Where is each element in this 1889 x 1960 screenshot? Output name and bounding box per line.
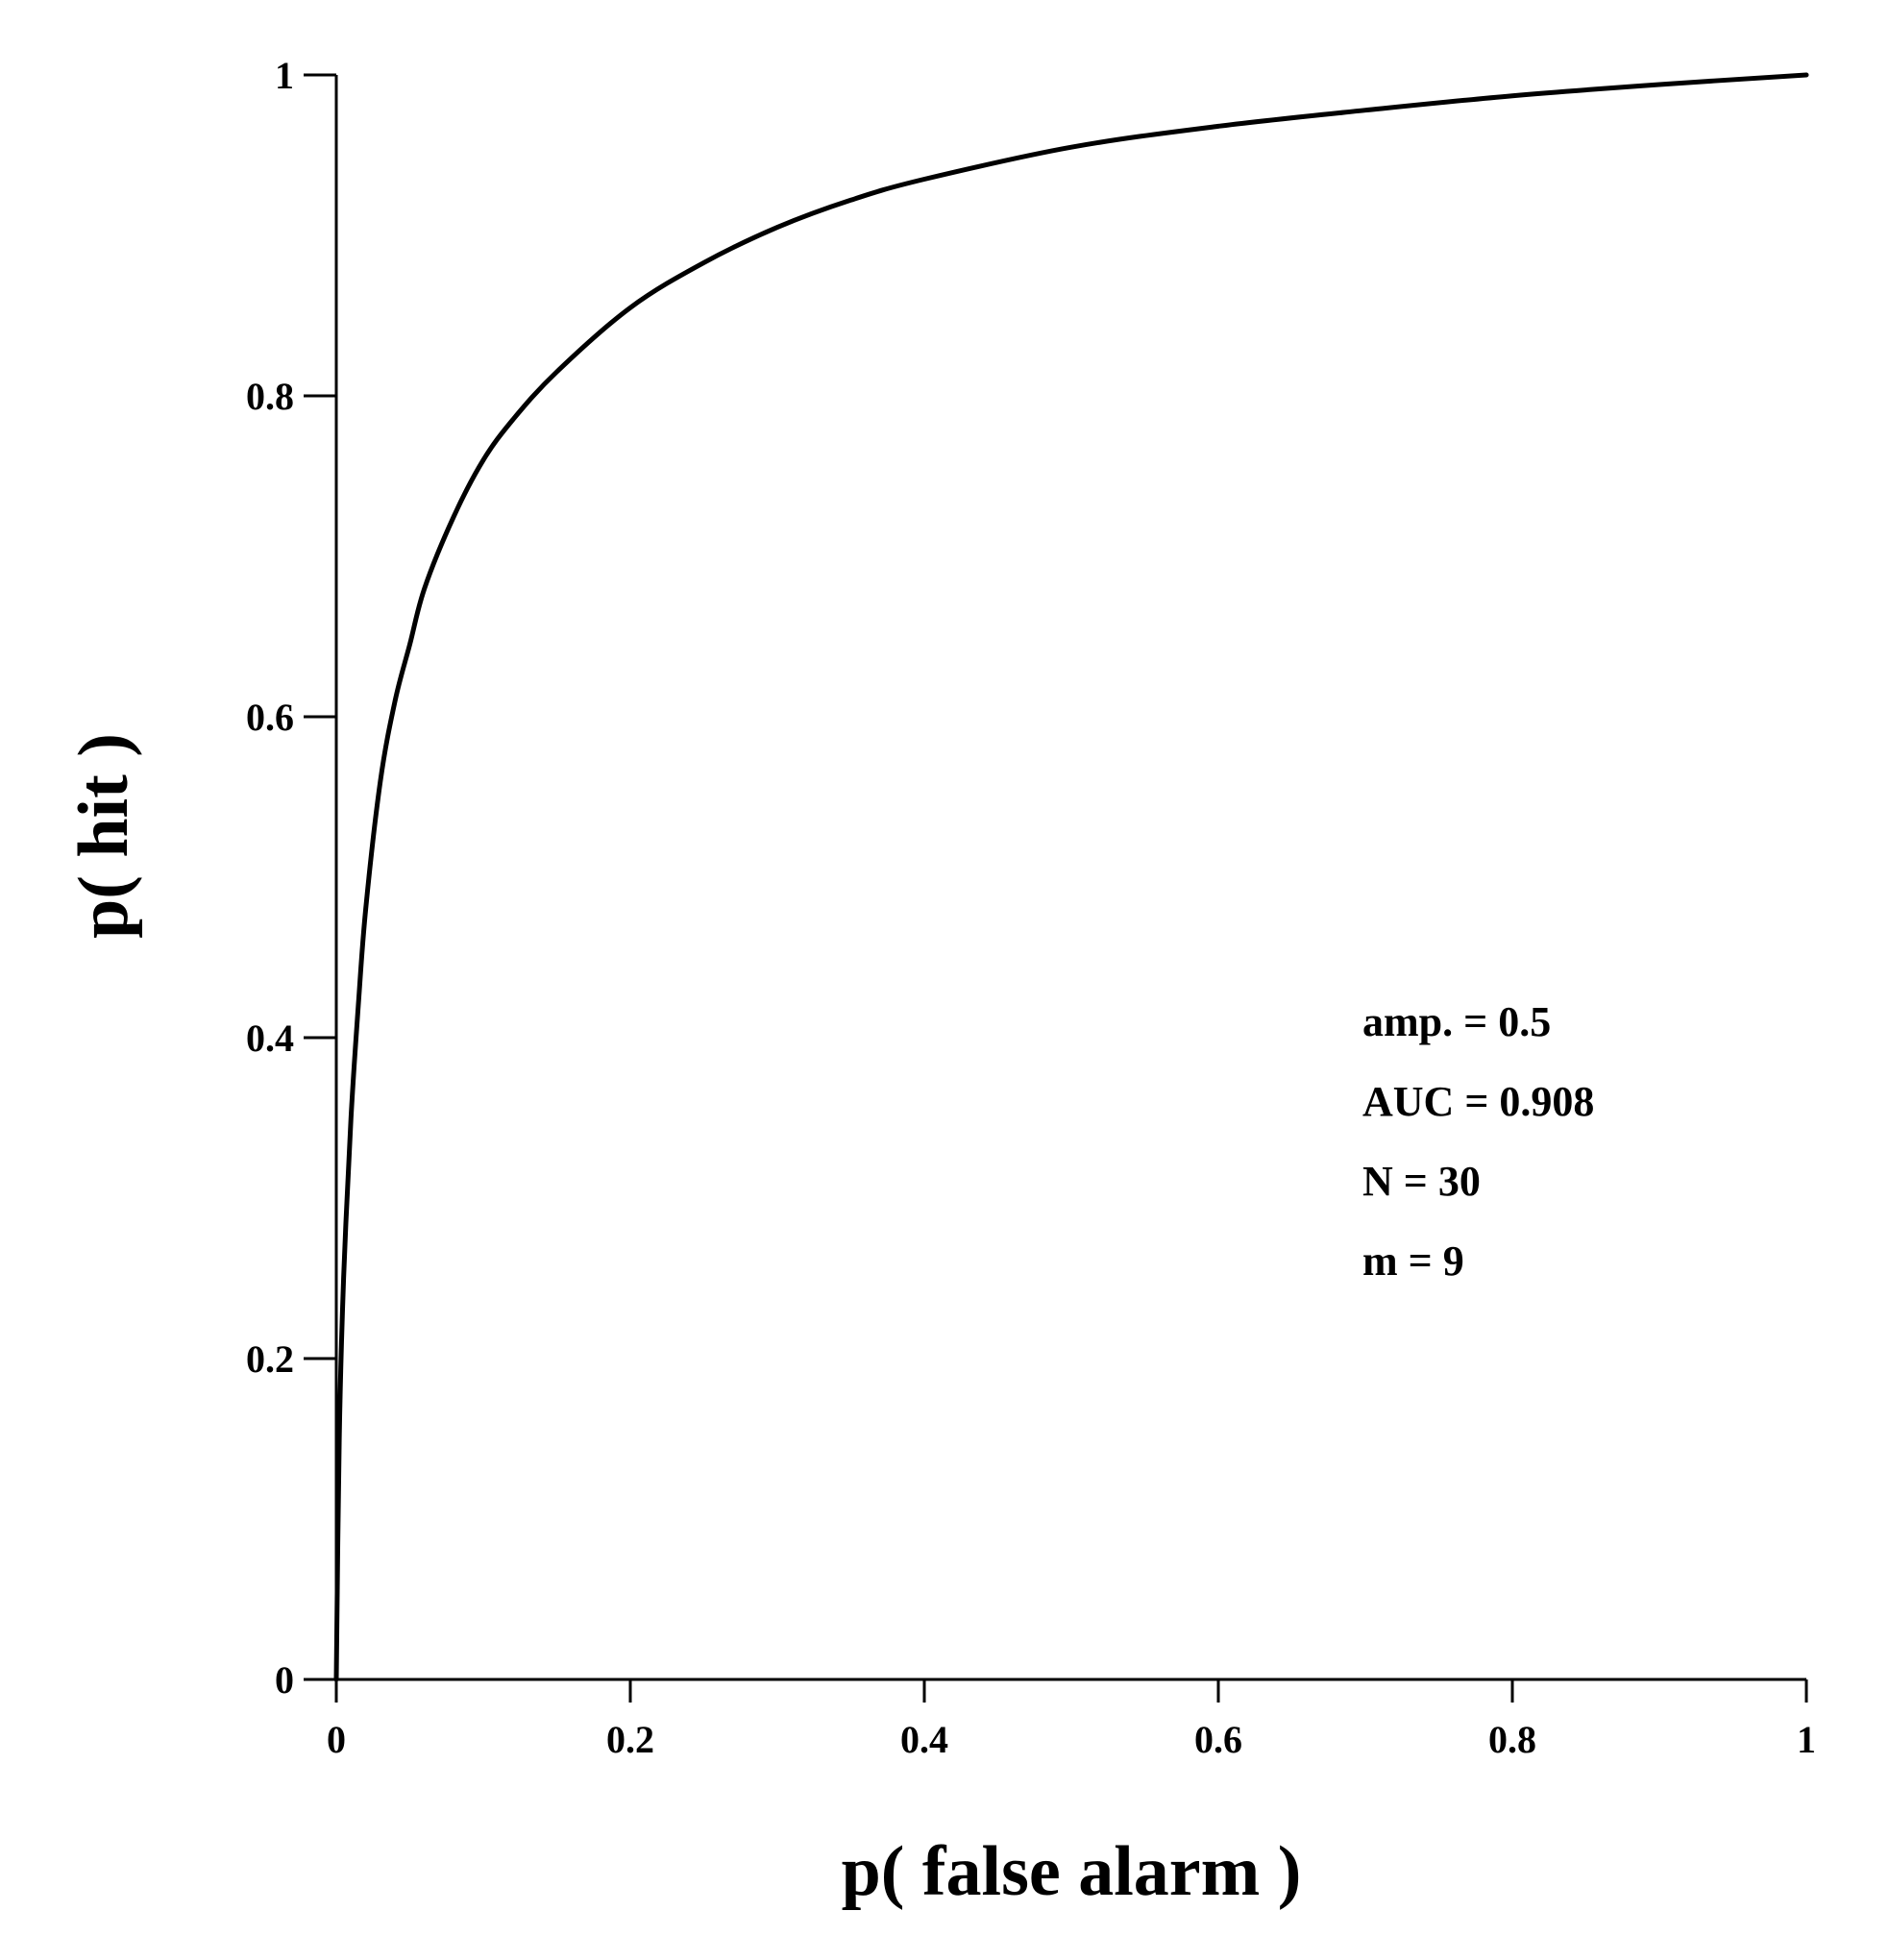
y-tick-label: 0	[275, 1658, 294, 1702]
x-tick-label: 0.6	[1194, 1718, 1242, 1761]
annotation-text: N = 30	[1362, 1158, 1481, 1205]
y-tick-label: 0.4	[246, 1017, 294, 1060]
x-tick-label: 0.2	[606, 1718, 654, 1761]
annotation-text: amp. = 0.5	[1362, 998, 1551, 1045]
x-tick-label: 0.8	[1488, 1718, 1536, 1761]
annotation-text: m = 9	[1362, 1237, 1464, 1285]
x-axis-label: p( false alarm )	[842, 1832, 1302, 1911]
annotation-text: AUC = 0.908	[1362, 1078, 1594, 1125]
y-tick-label: 0.2	[246, 1337, 294, 1381]
y-axis-label: p( hit )	[64, 733, 143, 939]
x-tick-label: 1	[1797, 1718, 1816, 1761]
y-tick-label: 1	[275, 54, 294, 97]
y-tick-label: 0.6	[246, 696, 294, 739]
y-tick-label: 0.8	[246, 375, 294, 418]
x-tick-label: 0.4	[900, 1718, 948, 1761]
x-tick-label: 0	[327, 1718, 346, 1761]
